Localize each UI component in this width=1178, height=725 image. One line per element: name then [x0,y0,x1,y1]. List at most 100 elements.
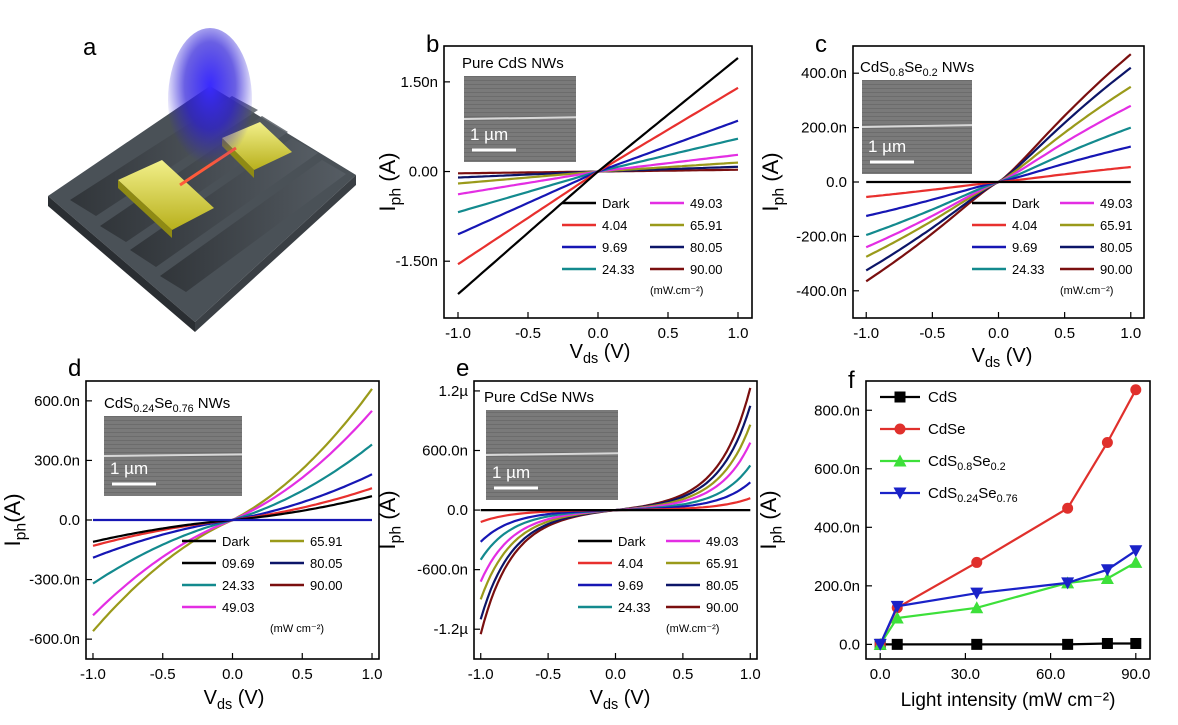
x-axis-label-part: ds [583,351,598,367]
x-tick-label: 30.0 [951,666,980,683]
x-axis-label-part: V [972,345,986,367]
legend-label: 65.91 [690,218,723,233]
x-tick-label: 0.5 [1054,325,1075,342]
marker-circle [1101,436,1113,448]
panel-label: e [456,355,469,382]
legend-label: 4.04 [602,218,627,233]
y-axis-label-part: ph [388,188,405,206]
legend-label: CdS [928,389,957,406]
y-tick-label: -600.0n [417,562,468,579]
legend-unit: (mW.cm⁻²) [1060,285,1113,297]
inset-title-part: 0.2 [923,67,938,79]
x-axis-label-part: ds [603,697,618,713]
y-axis-label-group: Iph(A) [0,493,30,546]
legend-unit: (mW.cm⁻²) [666,623,719,635]
marker-triangle-down [970,587,984,600]
legend-label: CdS0.8Se0.2 [928,453,1006,473]
x-axis-label-part: ds [217,697,232,713]
legend-label: 80.05 [310,556,343,571]
inset-title-part: NWs [938,59,975,76]
y-tick-label: 1.50n [400,74,438,91]
x-tick-label: 60.0 [1036,666,1065,683]
y-axis-label-group: Iph (A) [756,490,786,549]
marker-circle [894,423,906,435]
legend-label: 24.33 [1012,262,1045,277]
panel-f-chart: 0.0 30.0 60.0 90.0 800.0n 600.0n 400.0n 200.0n 0… [756,367,1151,711]
x-tick-label: 1.0 [1120,325,1141,342]
x-tick-label: -1.0 [80,666,106,683]
legend-label-part: 0.76 [997,493,1018,505]
x-axis-label: Light intensity (mW cm⁻²) [901,690,1116,711]
x-tick-label: 0.0 [588,325,609,342]
x-axis-label-part: (V) [618,687,650,709]
legend-label: 49.03 [222,600,255,615]
marker-triangle-up [970,601,984,614]
scale-bar-label: 1 µm [110,459,148,478]
marker-square [891,638,903,650]
legend-label: Dark [1012,196,1040,211]
x-tick-label: 1.0 [728,325,749,342]
y-tick-label: 0.0 [826,174,847,191]
legend-label: 90.00 [706,600,739,615]
legend-label-part: CdS [928,389,957,406]
x-tick-label: -1.0 [445,325,471,342]
y-tick-label: 1.2µ [439,383,469,400]
marker-square [971,638,983,650]
y-axis-label-part: ph [388,526,405,544]
legend-unit: (mW.cm⁻²) [650,285,703,297]
marker-triangle-down [893,487,907,500]
y-tick-label: -200.0n [796,228,847,245]
x-tick-label: 1.0 [740,666,761,683]
legend-label: 65.91 [706,556,739,571]
legend-label: CdS0.24Se0.76 [928,485,1018,505]
scale-bar-label: 1 µm [868,137,906,156]
x-axis-label: Vds (V) [570,341,631,367]
x-tick-label: -0.5 [535,666,561,683]
y-axis-label-part: I [375,205,400,211]
marker-triangle-down [1100,564,1114,577]
x-tick-label: 0.5 [658,325,679,342]
inset-title-part: CdS [860,59,889,76]
marker-square [894,391,906,403]
marker-triangle-down [873,638,887,651]
y-axis-label: Iph(A) [0,493,30,546]
legend-label: Dark [602,196,630,211]
x-tick-label: 0.0 [870,666,891,683]
panel-label: d [68,355,81,382]
inset-title-part: 0.8 [889,67,904,79]
legend-label: 90.00 [1100,262,1133,277]
legend-label: 90.00 [310,578,343,593]
legend-label-part: Se [972,453,990,470]
legend-label: 24.33 [618,600,651,615]
legend-label-part: Se [978,485,996,502]
legend-label: 09.69 [222,556,255,571]
y-tick-label: -400.0n [796,283,847,300]
y-axis-label: Iph (A) [375,152,405,211]
y-axis-label-part: (A) [756,490,781,525]
y-tick-label: -300.0n [29,572,80,589]
legend-label: 80.05 [690,240,723,255]
legend-label-part: 0.24 [957,493,978,505]
sem-nanowire [103,453,243,457]
x-axis-label-part: V [590,687,604,709]
x-tick-label: -1.0 [468,666,494,683]
legend-label-part: 0.2 [991,461,1006,473]
marker-triangle-up [893,454,907,467]
scale-bar-label: 1 µm [492,463,530,482]
inset-title: Pure CdS NWs [462,55,564,72]
legend-label: CdSe [928,421,966,438]
x-axis-label: Vds (V) [972,345,1033,371]
legend-label: 4.04 [1012,218,1037,233]
marker-triangle-up [1129,555,1143,568]
marker-square [1130,637,1142,649]
x-tick-label: 0.0 [222,666,243,683]
y-axis-label-group: Iph (A) [375,490,405,549]
light-beam [168,28,252,172]
legend-label: 9.69 [1012,240,1037,255]
marker-triangle-down [890,600,904,613]
marker-triangle-down [1129,545,1143,558]
marker-triangle-up [890,611,904,624]
y-axis-label-part: ph [771,188,788,206]
y-axis-label: Iph (A) [758,152,788,211]
panel-label: c [815,31,827,58]
